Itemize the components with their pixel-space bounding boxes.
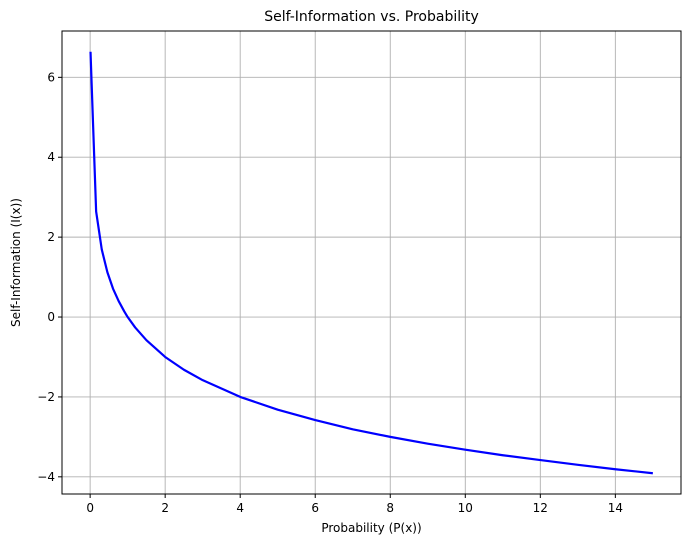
x-axis-ticks: 0 2 4 6 8 10 12 14: [86, 494, 623, 515]
y-tick-label: 6: [47, 70, 55, 84]
y-axis-ticks: −4 −2 0 2 4 6: [37, 70, 62, 484]
x-tick-label: 12: [533, 501, 548, 515]
y-tick-label: 4: [47, 150, 55, 164]
x-tick-label: 10: [458, 501, 473, 515]
x-tick-label: 8: [386, 501, 394, 515]
y-tick-label: −2: [37, 390, 55, 404]
x-tick-label: 14: [608, 501, 623, 515]
plot-frame: [61, 30, 682, 495]
y-tick-label: 2: [47, 230, 55, 244]
x-tick-label: 6: [311, 501, 319, 515]
grid: [62, 31, 681, 494]
y-axis-label: Self-Information (I(x)): [9, 198, 23, 327]
x-tick-label: 0: [86, 501, 94, 515]
x-tick-label: 2: [161, 501, 169, 515]
chart-title: Self-Information vs. Probability: [264, 9, 479, 25]
x-axis-label: Probability (P(x)): [321, 521, 421, 535]
y-tick-label: −4: [37, 470, 55, 484]
y-tick-label: 0: [47, 310, 55, 324]
series-layer: [89, 51, 653, 475]
series-line: [89, 51, 653, 475]
x-tick-label: 4: [236, 501, 244, 515]
